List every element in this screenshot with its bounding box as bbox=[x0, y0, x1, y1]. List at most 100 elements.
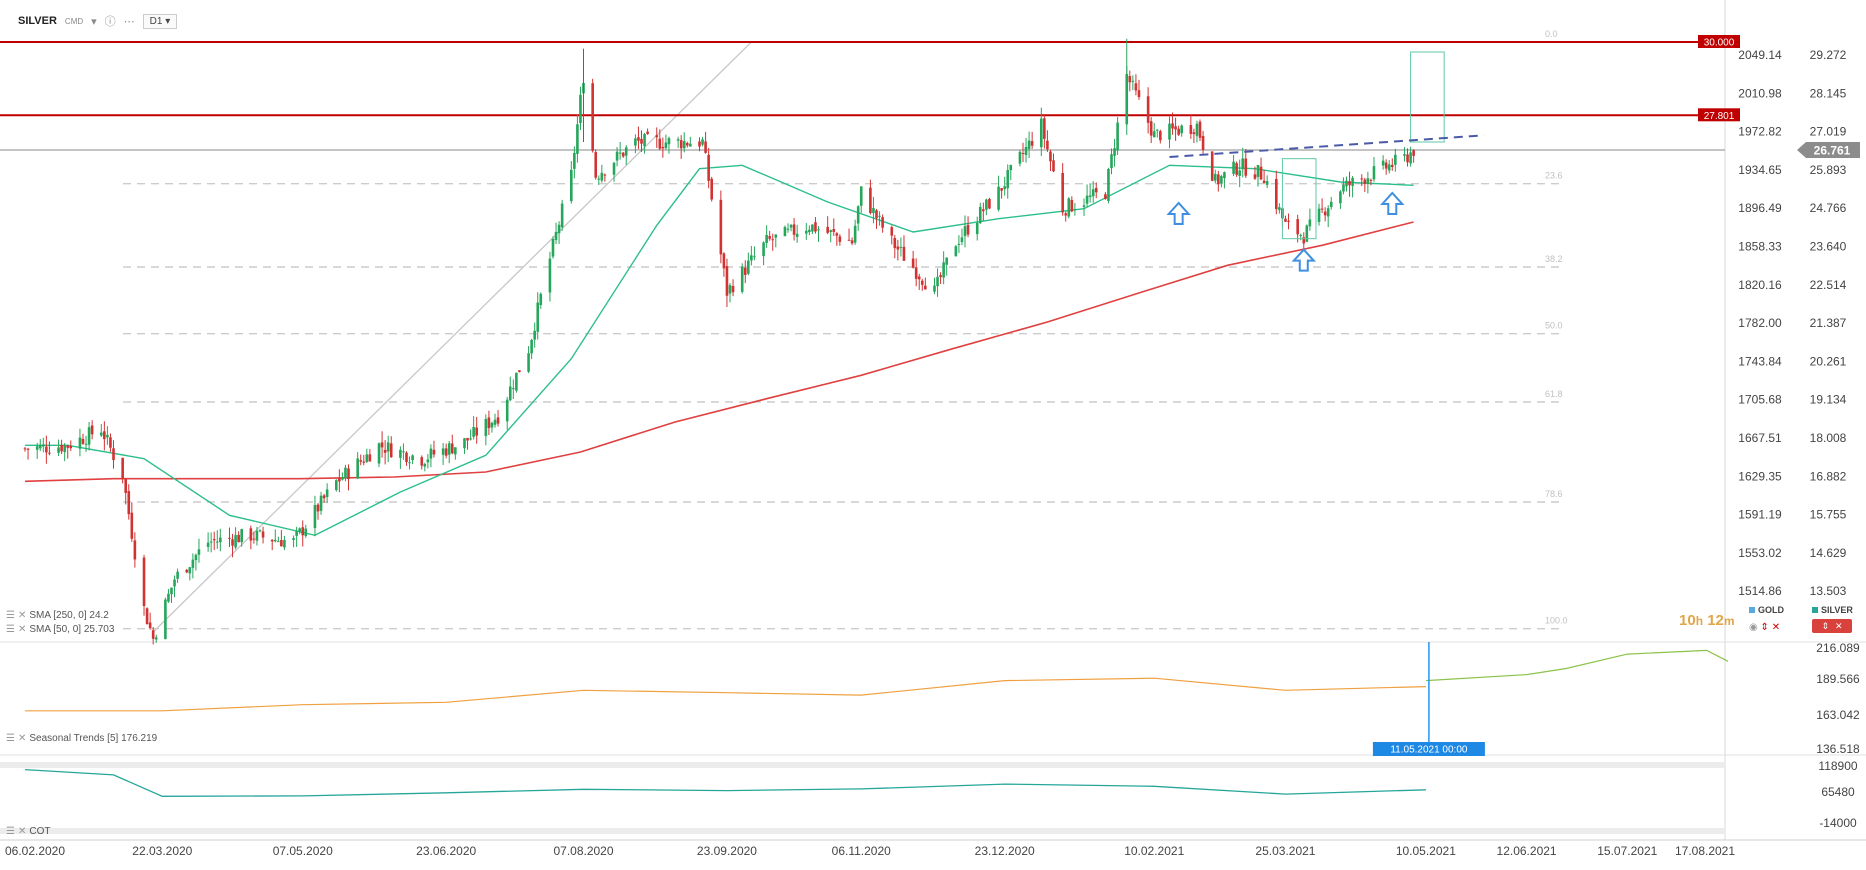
silver-legend[interactable]: SILVER bbox=[1812, 605, 1853, 615]
candle-body[interactable] bbox=[1299, 234, 1303, 236]
candle-body[interactable] bbox=[277, 541, 280, 543]
list-icon[interactable]: ☰ bbox=[6, 610, 15, 621]
candle-body[interactable] bbox=[365, 454, 369, 462]
candle-body[interactable] bbox=[319, 495, 323, 511]
candle-body[interactable] bbox=[893, 238, 897, 249]
candle-body[interactable] bbox=[490, 422, 494, 428]
candle-body[interactable] bbox=[1369, 179, 1373, 181]
candle-body[interactable] bbox=[722, 253, 726, 269]
candle-body[interactable] bbox=[124, 479, 128, 493]
candle-body[interactable] bbox=[1198, 121, 1202, 138]
candle-body[interactable] bbox=[1168, 123, 1171, 140]
candle-body[interactable] bbox=[774, 234, 778, 238]
candle-body[interactable] bbox=[1128, 76, 1132, 83]
candle-body[interactable] bbox=[658, 138, 662, 149]
candle-body[interactable] bbox=[1177, 128, 1180, 135]
candle-body[interactable] bbox=[164, 599, 167, 640]
candle-body[interactable] bbox=[725, 266, 729, 296]
candle-body[interactable] bbox=[640, 138, 643, 144]
candle-body[interactable] bbox=[1287, 220, 1290, 222]
close-icon[interactable]: ✕ bbox=[17, 624, 27, 635]
gold-controls[interactable]: ◉ ⇕ ✕ bbox=[1749, 622, 1780, 633]
candle-body[interactable] bbox=[240, 529, 243, 543]
candle-body[interactable] bbox=[1046, 140, 1049, 150]
candle-body[interactable] bbox=[441, 448, 445, 455]
candle-body[interactable] bbox=[237, 534, 240, 543]
candle-body[interactable] bbox=[978, 206, 982, 224]
candle-body[interactable] bbox=[832, 229, 836, 232]
candle-body[interactable] bbox=[710, 178, 713, 200]
candle-body[interactable] bbox=[1253, 174, 1257, 179]
candle-body[interactable] bbox=[1088, 195, 1092, 198]
candle-body[interactable] bbox=[878, 215, 881, 217]
candle-body[interactable] bbox=[765, 234, 768, 243]
candle-body[interactable] bbox=[634, 138, 637, 146]
candle-body[interactable] bbox=[869, 187, 872, 214]
candle-body[interactable] bbox=[689, 143, 692, 147]
projection-box[interactable] bbox=[1410, 51, 1445, 143]
candle-body[interactable] bbox=[731, 285, 735, 293]
candle-body[interactable] bbox=[1171, 123, 1174, 129]
candle-body[interactable] bbox=[1052, 160, 1055, 172]
candle-body[interactable] bbox=[560, 203, 564, 228]
candle-body[interactable] bbox=[679, 140, 683, 149]
arrow-up-icon[interactable] bbox=[1291, 248, 1317, 272]
candle-body[interactable] bbox=[258, 530, 262, 532]
candle-body[interactable] bbox=[78, 437, 82, 449]
candle-body[interactable] bbox=[1152, 131, 1156, 138]
candle-body[interactable] bbox=[890, 227, 894, 236]
candle-body[interactable] bbox=[1235, 163, 1238, 175]
candle-body[interactable] bbox=[48, 452, 51, 454]
candle-body[interactable] bbox=[1064, 213, 1068, 216]
candle-body[interactable] bbox=[1403, 154, 1406, 156]
candle-body[interactable] bbox=[719, 199, 723, 255]
candle-body[interactable] bbox=[399, 449, 402, 458]
cot-series-line[interactable] bbox=[24, 768, 1426, 797]
candle-body[interactable] bbox=[90, 425, 94, 435]
list-icon[interactable]: ☰ bbox=[6, 733, 15, 744]
candle-body[interactable] bbox=[26, 448, 30, 450]
candle-body[interactable] bbox=[1043, 118, 1046, 139]
candle-body[interactable] bbox=[151, 630, 155, 639]
neckline-dashed-trendline[interactable] bbox=[1169, 134, 1484, 158]
candle-body[interactable] bbox=[209, 541, 213, 543]
candle-body[interactable] bbox=[618, 152, 622, 154]
candle-body[interactable] bbox=[1284, 218, 1287, 222]
candle-body[interactable] bbox=[1406, 154, 1409, 163]
sma50-legend[interactable]: ☰ ✕ SMA [50, 0] 25.703 bbox=[6, 624, 114, 635]
candle-body[interactable] bbox=[341, 477, 344, 480]
candle-body[interactable] bbox=[301, 527, 305, 536]
seasonal-series-line[interactable] bbox=[1425, 649, 1729, 682]
candle-body[interactable] bbox=[454, 447, 457, 455]
candle-body[interactable] bbox=[106, 434, 109, 438]
candle-body[interactable] bbox=[1116, 122, 1119, 151]
candle-body[interactable] bbox=[316, 504, 320, 512]
info-icon[interactable]: ⓘ bbox=[104, 16, 116, 28]
candle-body[interactable] bbox=[1275, 178, 1278, 210]
candle-body[interactable] bbox=[1348, 181, 1351, 186]
candle-body[interactable] bbox=[261, 531, 265, 538]
candle-body[interactable] bbox=[1003, 186, 1006, 190]
candle-body[interactable] bbox=[966, 224, 970, 235]
candle-body[interactable] bbox=[1363, 179, 1367, 185]
candle-body[interactable] bbox=[945, 257, 948, 265]
candle-body[interactable] bbox=[359, 460, 363, 462]
candle-body[interactable] bbox=[215, 541, 219, 543]
candle-body[interactable] bbox=[493, 419, 497, 425]
candle-body[interactable] bbox=[707, 154, 710, 181]
candle-body[interactable] bbox=[356, 458, 359, 479]
seasonal-series-line[interactable] bbox=[25, 677, 1426, 712]
candle-body[interactable] bbox=[426, 459, 430, 463]
candle-body[interactable] bbox=[579, 94, 582, 124]
candle-body[interactable] bbox=[505, 399, 509, 422]
candle-body[interactable] bbox=[1342, 184, 1345, 192]
candle-body[interactable] bbox=[1094, 187, 1098, 193]
candle-body[interactable] bbox=[484, 418, 488, 437]
candle-body[interactable] bbox=[1195, 123, 1199, 136]
candle-body[interactable] bbox=[1366, 178, 1370, 185]
candle-body[interactable] bbox=[170, 587, 173, 595]
candle-body[interactable] bbox=[313, 504, 317, 528]
candle-body[interactable] bbox=[515, 372, 518, 391]
candle-body[interactable] bbox=[1259, 166, 1263, 180]
candle-body[interactable] bbox=[603, 174, 607, 176]
